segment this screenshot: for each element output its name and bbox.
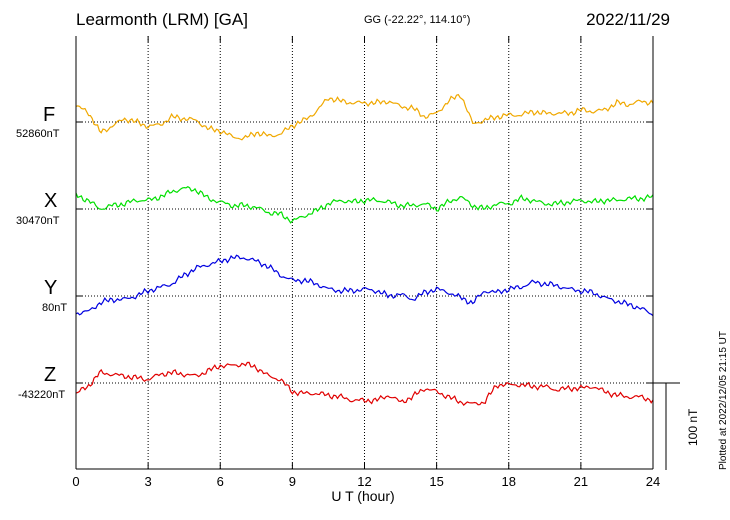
scale-bar-label: 100 nT [686, 408, 700, 446]
x-tick-label: 15 [429, 474, 443, 489]
x-tick-label: 9 [289, 474, 296, 489]
plotted-timestamp: Plotted at 2022/12/05 21:15 UT [718, 331, 729, 470]
x-tick-label: 18 [502, 474, 516, 489]
series-baseline-y: 80nT [42, 302, 68, 314]
series-label-x: X [44, 190, 58, 212]
series-label-z: Z [44, 364, 57, 386]
series-baseline-z: -43220nT [18, 389, 66, 401]
series-line-x [75, 185, 654, 224]
plot-date: 2022/11/29 [586, 10, 670, 29]
station-title: Learmonth (LRM) [GA] [76, 10, 248, 29]
station-coordinates: GG (-22.22°, 114.10°) [364, 14, 471, 26]
series-line-z [75, 361, 654, 406]
series-baseline-x: 30470nT [16, 215, 60, 227]
x-tick-label: 12 [357, 474, 371, 489]
series-line-f [75, 93, 654, 141]
series-label-f: F [43, 104, 56, 126]
series-label-y: Y [44, 277, 58, 299]
x-tick-label: 6 [217, 474, 224, 489]
x-axis-label: U T (hour) [331, 488, 395, 504]
series-baseline-f: 52860nT [16, 128, 60, 140]
x-tick-label: 0 [72, 474, 79, 489]
x-tick-label: 21 [574, 474, 588, 489]
series-line-y [75, 254, 654, 317]
x-tick-label: 24 [646, 474, 660, 489]
x-tick-label: 3 [145, 474, 152, 489]
